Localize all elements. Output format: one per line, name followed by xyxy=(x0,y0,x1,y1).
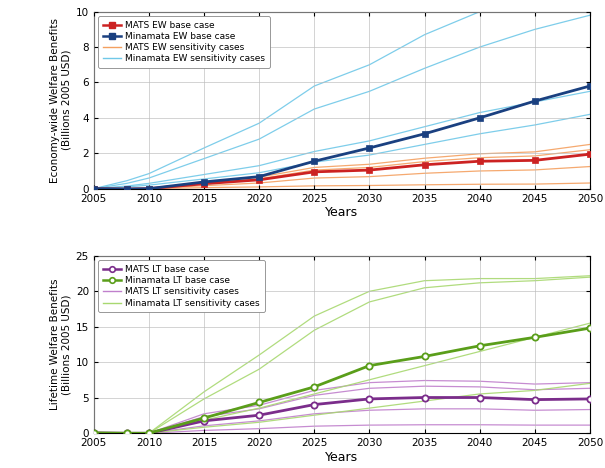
Legend: MATS EW base case, Minamata EW base case, MATS EW sensitivity cases, Minamata EW: MATS EW base case, Minamata EW base case… xyxy=(98,16,270,68)
X-axis label: Years: Years xyxy=(325,451,358,463)
Legend: MATS LT base case, Minamata LT base case, MATS LT sensitivity cases, Minamata LT: MATS LT base case, Minamata LT base case… xyxy=(98,260,264,312)
X-axis label: Years: Years xyxy=(325,206,358,219)
Y-axis label: Economy-wide Welfare Benefits
(Billions 2005 USD): Economy-wide Welfare Benefits (Billions … xyxy=(50,18,71,183)
Y-axis label: Lifetime Welfare Benefits
(Billions 2005 USD): Lifetime Welfare Benefits (Billions 2005… xyxy=(50,278,71,410)
